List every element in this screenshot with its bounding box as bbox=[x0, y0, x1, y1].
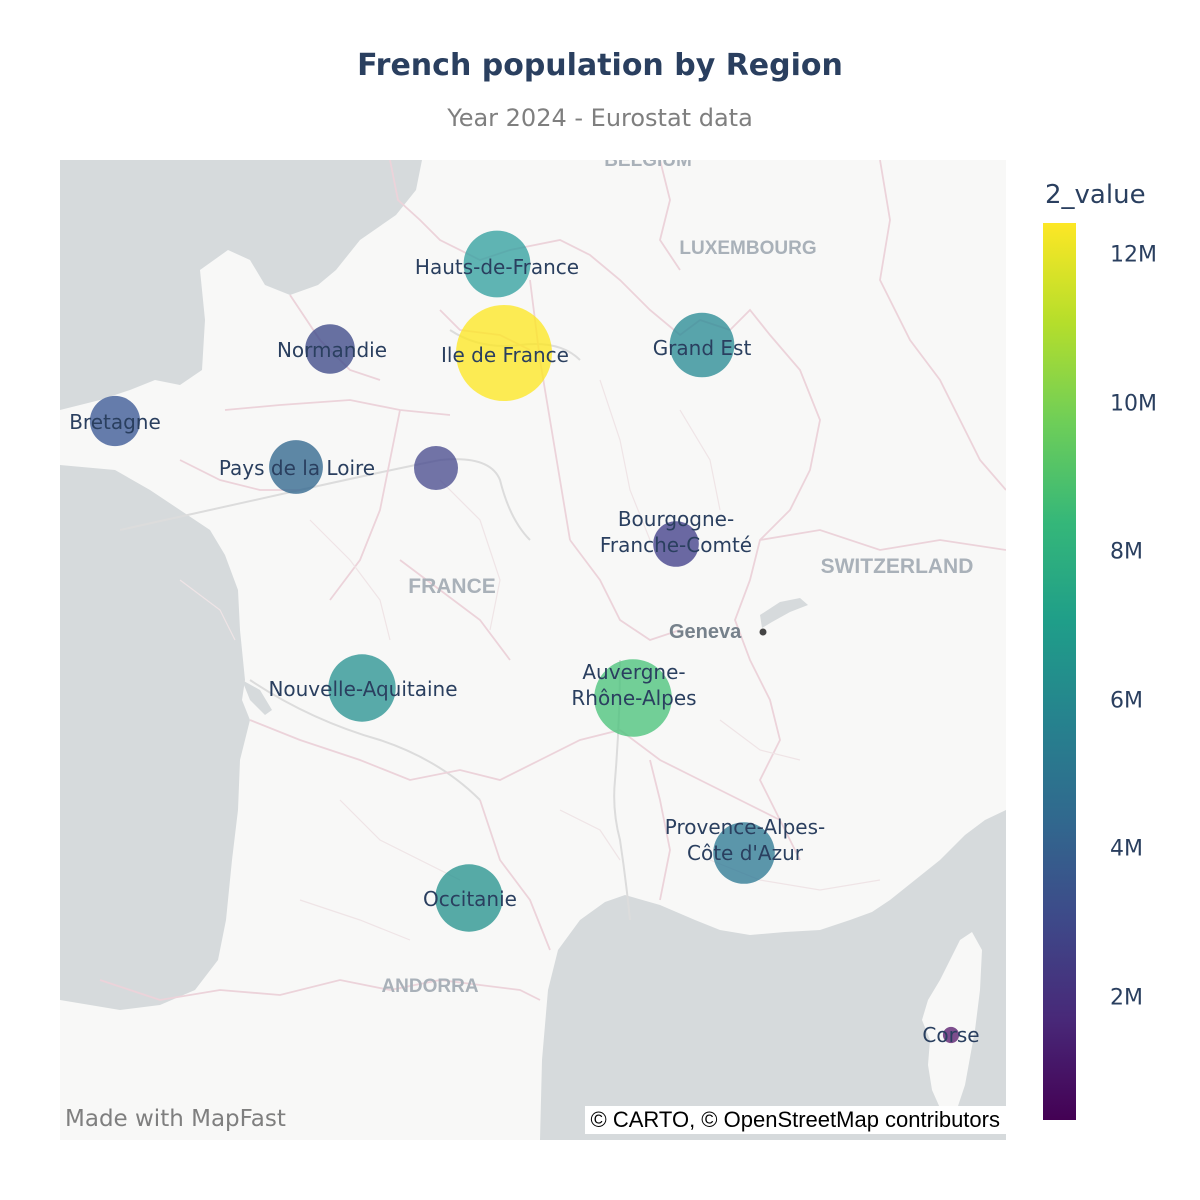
colorbar-tick-2m: 2M bbox=[1110, 985, 1143, 1011]
region-bubble[interactable] bbox=[456, 305, 552, 401]
map-attribution[interactable]: © CARTO, © OpenStreetMap contributors bbox=[584, 1106, 1006, 1134]
region-bubble[interactable] bbox=[269, 440, 323, 494]
region-label: Bretagne bbox=[69, 410, 161, 434]
region-bubble[interactable] bbox=[463, 230, 531, 298]
corsica bbox=[922, 932, 982, 1115]
map-title: French population by Region bbox=[357, 48, 843, 83]
estuary bbox=[242, 680, 272, 715]
region-label: Ile de France bbox=[441, 343, 569, 367]
colorbar-tick-12m: 12M bbox=[1110, 242, 1157, 268]
region-label: Provence-Alpes-Côte d'Azur bbox=[665, 815, 826, 865]
region-bubble[interactable] bbox=[328, 654, 396, 722]
region-label: Occitanie bbox=[423, 887, 517, 911]
colorbar-title: 2_value bbox=[1045, 180, 1146, 210]
region-bubble[interactable] bbox=[653, 521, 699, 567]
colorbar-gradient bbox=[1043, 223, 1076, 1120]
sea-mediterranean bbox=[540, 810, 1006, 1140]
region-bubble[interactable] bbox=[594, 659, 672, 737]
colorbar-tick-10m: 10M bbox=[1110, 391, 1157, 417]
region-label: Normandie bbox=[277, 338, 387, 362]
map-area[interactable]: BELGIUM LUXEMBOURG FRANCE SWITZERLAND AN… bbox=[60, 160, 1006, 1140]
region-bubble[interactable] bbox=[942, 1026, 960, 1044]
region-bubble[interactable] bbox=[305, 324, 355, 374]
region-label: Hauts-de-France bbox=[415, 255, 579, 279]
bubble-layer: Hauts-de-France Ile de France Normandie Gra… bbox=[69, 230, 980, 1047]
region-bubble[interactable] bbox=[89, 395, 141, 447]
region-label: Auvergne-Rhône-Alpes bbox=[571, 660, 696, 710]
sea-channel bbox=[60, 160, 422, 410]
region-label: Bourgogne-Franche-Comté bbox=[600, 507, 752, 557]
borders bbox=[99, 160, 1006, 1001]
region-bubble[interactable] bbox=[435, 864, 503, 932]
region-label: Corse bbox=[922, 1023, 979, 1047]
region-label: Grand Est bbox=[653, 336, 752, 360]
sea-atlantic bbox=[60, 465, 250, 1010]
region-bubble[interactable] bbox=[669, 312, 735, 378]
region-label: Pays de la Loire bbox=[219, 456, 375, 480]
map-subtitle: Year 2024 - Eurostat data bbox=[447, 104, 753, 132]
region-label: Nouvelle-Aquitaine bbox=[268, 677, 457, 701]
colorbar-tick-8m: 8M bbox=[1110, 539, 1143, 565]
made-with-label: Made with MapFast bbox=[65, 1106, 286, 1132]
lake-geneva bbox=[760, 598, 808, 628]
region-bubble[interactable] bbox=[713, 822, 775, 884]
colorbar-tick-4m: 4M bbox=[1110, 836, 1143, 862]
region-bubble[interactable] bbox=[414, 446, 458, 490]
colorbar-tick-6m: 6M bbox=[1110, 688, 1143, 714]
